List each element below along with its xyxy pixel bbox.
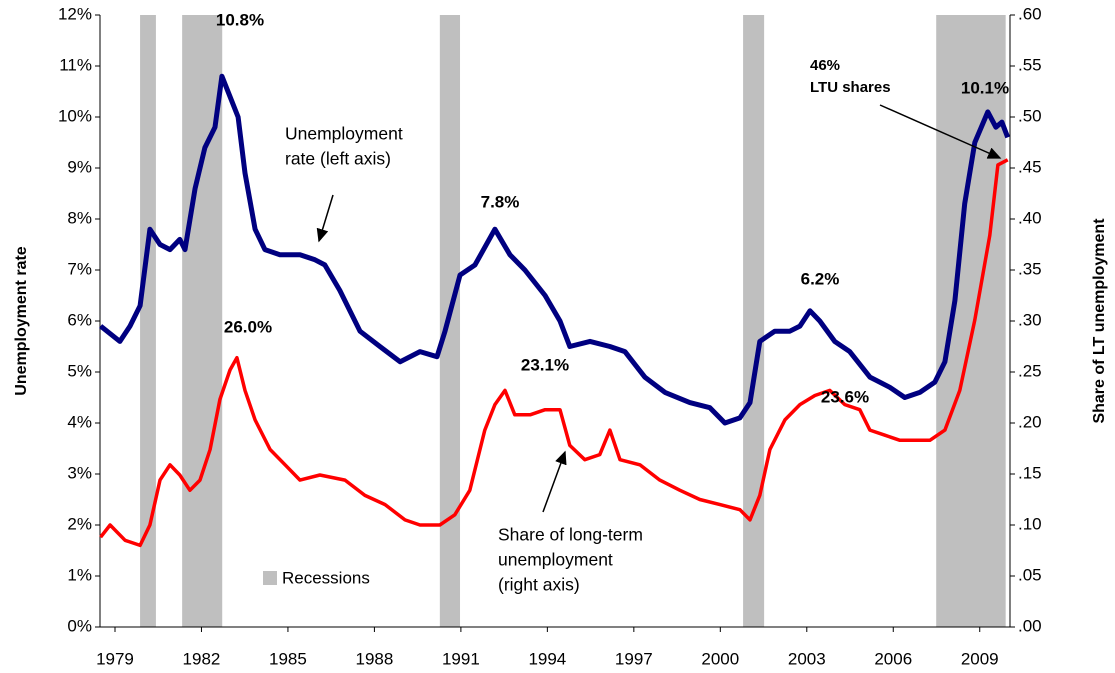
y2-tick-label: .45 — [1018, 157, 1042, 176]
x-tick-label: 2006 — [874, 649, 912, 668]
y2-axis-title: Share of LT unemployment — [1091, 218, 1108, 424]
annotation: unemployment — [498, 550, 613, 570]
recession-layer — [140, 15, 1006, 627]
y-tick-label: 4% — [67, 412, 92, 431]
series-line — [99, 158, 1009, 548]
annotation: 6.2% — [801, 269, 840, 288]
y2-tick-label: .30 — [1018, 310, 1042, 329]
annotation: 23.1% — [521, 355, 569, 374]
y-tick-label: 1% — [67, 565, 92, 584]
x-tick-label: 1988 — [355, 649, 393, 668]
x-tick-label: 2003 — [788, 649, 826, 668]
x-tick-label: 1997 — [615, 649, 653, 668]
x-tick-label: 2000 — [701, 649, 739, 668]
recession-band — [936, 15, 1006, 627]
x-tick-label: 2009 — [961, 649, 999, 668]
annotation: (right axis) — [498, 575, 580, 595]
y-tick-label: 2% — [67, 514, 92, 533]
y-tick-label: 11% — [59, 55, 92, 74]
y-tick-label: 8% — [67, 208, 92, 227]
x-tick-label: 1985 — [269, 649, 307, 668]
y-axis-title: Unemployment rate — [13, 246, 30, 395]
y2-tick-label: .25 — [1018, 361, 1042, 380]
y2-tick-label: .20 — [1018, 412, 1042, 431]
x-tick-label: 1982 — [183, 649, 221, 668]
series-line — [99, 73, 1011, 426]
y-tick-label: 7% — [67, 259, 92, 278]
y2-tick-label: .10 — [1018, 514, 1042, 533]
recession-band — [743, 15, 765, 627]
y2-tick-label: .55 — [1018, 55, 1042, 74]
arrow — [542, 450, 567, 513]
y-tick-label: 12% — [58, 4, 92, 23]
x-tick-label: 1994 — [528, 649, 566, 668]
annotation: Unemployment — [285, 124, 403, 144]
annotation: 10.8% — [216, 10, 264, 29]
legend-label: Recessions — [282, 568, 370, 587]
x-tick-label: 1991 — [442, 649, 480, 668]
y2-tick-label: .60 — [1018, 4, 1042, 23]
y2-tick-label: .00 — [1018, 616, 1042, 635]
y-tick-label: 5% — [67, 361, 92, 380]
arrow — [879, 104, 1002, 159]
annotation: 23.6% — [821, 387, 869, 406]
annotation: 7.8% — [481, 192, 520, 211]
y2-tick-label: .05 — [1018, 565, 1042, 584]
y-tick-label: 10% — [58, 106, 92, 125]
y2-tick-label: .35 — [1018, 259, 1042, 278]
annotation: Share of long-term — [498, 525, 643, 545]
y-tick-label: 6% — [67, 310, 92, 329]
legend-swatch — [263, 571, 277, 585]
y2-tick-label: .50 — [1018, 106, 1042, 125]
annotation: 10.1% — [961, 78, 1009, 97]
y2-tick-label: .40 — [1018, 208, 1042, 227]
arrow — [316, 194, 334, 243]
annotation: 46% — [810, 57, 840, 74]
y-tick-label: 3% — [67, 463, 92, 482]
x-tick-label: 1979 — [96, 649, 134, 668]
y-tick-label: 9% — [67, 157, 92, 176]
recession-band — [140, 15, 156, 627]
annotation: LTU shares — [810, 79, 891, 96]
annotation: rate (left axis) — [285, 149, 391, 169]
y-tick-label: 0% — [67, 616, 92, 635]
plot-layer: 0% 1% 2% 3% 4% 5% 6% 7% 8% 9% 10% 11% 12% .00 .05 .10 .1… — [58, 4, 1042, 668]
annotation: 26.0% — [224, 317, 272, 336]
y2-tick-label: .15 — [1018, 463, 1042, 482]
